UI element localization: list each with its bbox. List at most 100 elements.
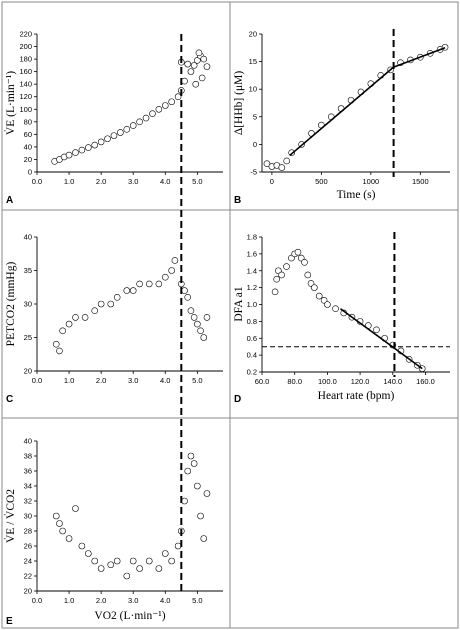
chart-panels: 0.0 1.0 2.0 3.0 4.0 5.00204060801001201401601… xyxy=(3,29,450,627)
panel-frame-3 xyxy=(1,209,231,419)
y-tick-label: 30 xyxy=(24,300,32,309)
data-point xyxy=(324,301,331,308)
data-point xyxy=(123,287,131,294)
data-point xyxy=(315,292,323,300)
data-point xyxy=(194,482,201,490)
y-tick-label: 28 xyxy=(24,527,32,536)
data-point xyxy=(301,259,308,266)
y-tick-label: 40 xyxy=(24,233,32,242)
data-point xyxy=(194,320,201,328)
data-point xyxy=(155,565,163,572)
y-tick-label: 0 xyxy=(253,140,257,149)
data-point xyxy=(187,68,195,75)
panel-label: C xyxy=(6,394,13,405)
x-tick-label: 5.0 xyxy=(192,177,202,186)
data-point xyxy=(171,257,179,264)
y-tick-label: 60 xyxy=(24,130,32,139)
y-tick-label: 40 xyxy=(24,437,32,446)
panel-c: 0.0 1.0 2.0 3.0 4.0 5.0 20 25 30 35 40 PETCO2 (mmHg… xyxy=(5,233,223,405)
data-point xyxy=(78,146,86,154)
data-point xyxy=(278,164,286,171)
y-tick-label: 0 xyxy=(28,168,32,177)
x-tick-label: 140.0 xyxy=(383,377,402,386)
y-tick-label: 20 xyxy=(24,155,32,164)
y-axis-label: V̇E / V̇CO2 xyxy=(3,489,17,543)
y-tick-label: 80 xyxy=(24,117,32,126)
y-axis-label: Δ[HHb] (μM) xyxy=(233,71,245,136)
y-tick-label: 24 xyxy=(24,557,32,566)
y-tick-label: 32 xyxy=(24,497,32,506)
data-point xyxy=(117,129,124,136)
data-point xyxy=(72,505,79,512)
x-tick-label: 1000 xyxy=(362,177,379,186)
x-tick-label: 4.0 xyxy=(160,177,170,186)
x-tick-label: 0.0 xyxy=(32,376,42,385)
y-tick-label: 0.6 xyxy=(247,334,257,343)
data-point xyxy=(91,557,99,565)
data-point xyxy=(311,284,318,291)
y-tick-label: 20 xyxy=(249,30,257,39)
data-point xyxy=(85,144,92,151)
x-tick-label: 0 xyxy=(270,177,274,186)
data-point xyxy=(184,60,192,68)
panel-a: 0.0 1.0 2.0 3.0 4.0 5.0 0 20 40 60 80 100 120 140 160 1… xyxy=(3,30,223,206)
data-point xyxy=(190,460,198,467)
y-tick-label: 120 xyxy=(19,92,32,101)
data-point xyxy=(107,300,115,308)
x-tick-label: 160.0 xyxy=(416,377,435,386)
data-point xyxy=(184,467,192,475)
x-tick-label: 4.0 xyxy=(160,596,170,605)
x-tick-label: 1500 xyxy=(412,177,429,186)
data-point xyxy=(59,327,66,335)
data-point xyxy=(129,122,137,129)
data-point xyxy=(85,550,92,557)
data-point xyxy=(136,280,143,288)
x-tick-label: 3.0 xyxy=(128,177,138,186)
data-point xyxy=(56,347,63,355)
data-point xyxy=(294,248,302,256)
y-tick-label: 1.4 xyxy=(247,266,257,275)
data-point xyxy=(129,557,137,565)
data-point xyxy=(56,520,63,527)
y-tick-label: 1.2 xyxy=(247,283,257,292)
data-point xyxy=(278,271,285,279)
data-point xyxy=(168,557,175,565)
data-point xyxy=(187,452,195,460)
data-point xyxy=(123,572,131,580)
x-tick-label: 2.0 xyxy=(96,376,106,385)
panel-b: 0 500 1000 1500 -5 0 5 10 15 20 Δ[HHb] (μM) Time (s… xyxy=(233,29,450,206)
data-point xyxy=(283,157,291,165)
data-point xyxy=(155,280,163,288)
data-point xyxy=(97,300,105,308)
data-point xyxy=(190,62,198,69)
data-point xyxy=(65,151,73,159)
y-tick-label: 34 xyxy=(24,482,32,491)
x-tick-label: 60.0 xyxy=(255,377,270,386)
data-point xyxy=(72,149,79,156)
data-point xyxy=(113,557,121,565)
data-point xyxy=(136,118,143,126)
data-point xyxy=(155,105,163,113)
x-tick-label: 120.0 xyxy=(351,377,370,386)
y-tick-label: 36 xyxy=(24,467,32,476)
x-tick-label: 0.0 xyxy=(32,177,42,186)
y-axis-label: DFA a1 xyxy=(233,286,245,321)
y-tick-label: 0.2 xyxy=(247,368,257,377)
data-point xyxy=(187,307,195,315)
y-tick-label: 25 xyxy=(24,333,32,342)
data-point xyxy=(97,138,105,146)
y-axis-label: PETCO2 (mmHg) xyxy=(5,262,17,347)
panel-e: 0.0 1.0 2.0 3.0 4.0 5.0 20 22 24 26 28 30 32 34 36 38 40… xyxy=(3,437,223,627)
y-tick-label: 200 xyxy=(19,42,32,51)
data-point xyxy=(304,271,312,279)
data-point xyxy=(168,98,175,106)
data-point xyxy=(78,542,86,550)
data-point xyxy=(91,141,99,149)
x-tick-label: 5.0 xyxy=(192,376,202,385)
x-tick-label: 3.0 xyxy=(128,596,138,605)
panel-label: E xyxy=(6,616,13,627)
x-tick-label: 100.0 xyxy=(318,377,337,386)
data-point xyxy=(195,49,203,57)
data-point xyxy=(145,280,153,288)
y-tick-label: 0.8 xyxy=(247,317,257,326)
